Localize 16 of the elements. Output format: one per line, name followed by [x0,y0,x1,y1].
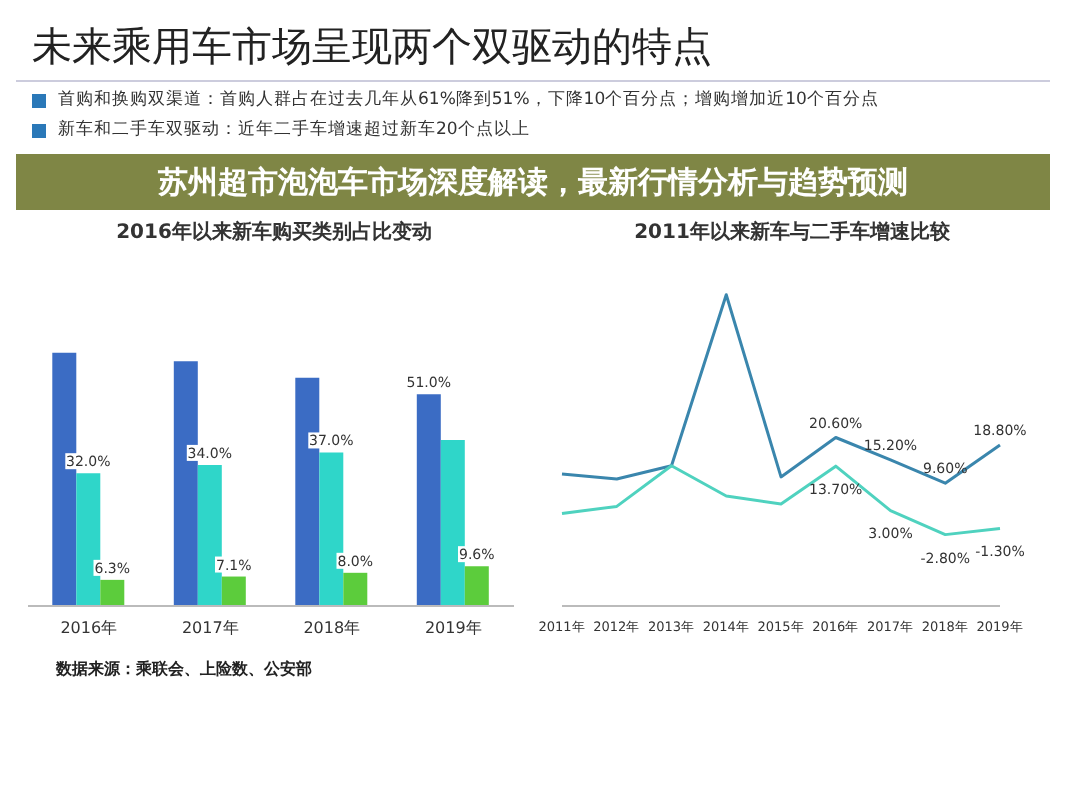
chart-title: 2016年以来新车购买类别占比变动 [114,218,434,246]
bar [100,579,125,606]
x-tick-label: 2017年 [181,619,239,638]
text: 首购和换购双渠道：首购人群占在过去几年从61%降到51%，下降10个百分点；增购增加近10个百分点 [58,88,879,112]
bar [343,572,368,606]
x-tick-label: 2019年 [424,619,482,638]
bar [221,576,246,606]
text: 苏州超市泡泡车市场深度解读，最新行情分析与趋势预测 [16,154,1050,210]
text: 未来乘用车市场呈现两个双驱动的特点 [16,16,1050,82]
text: 新车和二手车双驱动：近年二手车增速超过新车20个点以上 [58,118,530,142]
bar [464,566,489,606]
source-note: 数据来源：乘联会、上险数、公安部 [54,658,314,682]
chart-title: 2011年以来新车与二手车增速比较 [632,218,952,246]
x-tick-label: 2016年 [60,619,118,638]
bar [416,394,441,606]
x-tick-label: 2018年 [303,619,361,638]
